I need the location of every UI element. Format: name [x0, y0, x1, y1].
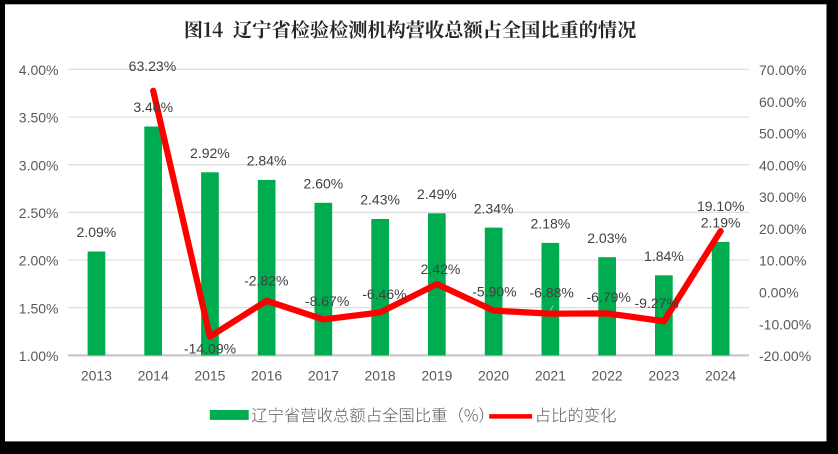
svg-text:2019: 2019 — [421, 368, 452, 384]
svg-text:10.00%: 10.00% — [759, 253, 806, 269]
svg-text:50.00%: 50.00% — [759, 126, 806, 142]
svg-text:-20.00%: -20.00% — [759, 348, 811, 364]
svg-text:3.00%: 3.00% — [19, 157, 59, 173]
svg-text:20.00%: 20.00% — [759, 221, 806, 237]
svg-text:2.43%: 2.43% — [360, 192, 400, 208]
svg-text:2.09%: 2.09% — [77, 224, 117, 240]
svg-text:2020: 2020 — [478, 368, 509, 384]
svg-text:63.23%: 63.23% — [129, 58, 176, 74]
svg-text:2.18%: 2.18% — [531, 216, 571, 232]
svg-text:3.40%: 3.40% — [133, 99, 173, 115]
svg-text:1.50%: 1.50% — [19, 300, 59, 316]
svg-text:1.00%: 1.00% — [19, 348, 59, 364]
svg-text:30.00%: 30.00% — [759, 189, 806, 205]
svg-text:2.84%: 2.84% — [247, 153, 287, 169]
svg-text:2013: 2013 — [81, 368, 112, 384]
svg-text:-6.46%: -6.46% — [362, 286, 406, 302]
svg-text:2.60%: 2.60% — [304, 176, 344, 192]
svg-text:-6.79%: -6.79% — [587, 289, 631, 305]
svg-text:-8.67%: -8.67% — [305, 293, 349, 309]
svg-text:-6.88%: -6.88% — [530, 284, 574, 300]
svg-text:2021: 2021 — [535, 368, 566, 384]
svg-text:-9.27%: -9.27% — [635, 295, 679, 311]
svg-text:2.50%: 2.50% — [19, 205, 59, 221]
svg-text:0.00%: 0.00% — [759, 285, 799, 301]
svg-text:70.00%: 70.00% — [759, 62, 806, 78]
svg-text:2.19%: 2.19% — [701, 215, 741, 231]
svg-text:2.03%: 2.03% — [587, 230, 627, 246]
svg-text:2022: 2022 — [592, 368, 623, 384]
svg-text:-10.00%: -10.00% — [759, 316, 811, 332]
svg-text:2018: 2018 — [365, 368, 396, 384]
svg-text:2023: 2023 — [648, 368, 679, 384]
svg-text:2024: 2024 — [705, 368, 736, 384]
svg-text:-2.82%: -2.82% — [244, 273, 288, 289]
svg-text:19.10%: 19.10% — [697, 198, 744, 214]
svg-text:2.49%: 2.49% — [417, 186, 457, 202]
svg-text:60.00%: 60.00% — [759, 94, 806, 110]
svg-text:1.84%: 1.84% — [644, 248, 684, 264]
svg-text:-5.90%: -5.90% — [472, 283, 516, 299]
svg-text:2015: 2015 — [194, 368, 225, 384]
svg-text:-14.09%: -14.09% — [184, 340, 236, 356]
svg-text:40.00%: 40.00% — [759, 157, 806, 173]
svg-text:2.42%: 2.42% — [421, 261, 461, 277]
svg-text:2017: 2017 — [308, 368, 339, 384]
svg-text:3.50%: 3.50% — [19, 110, 59, 126]
svg-text:2.92%: 2.92% — [190, 145, 230, 161]
svg-text:2.00%: 2.00% — [19, 253, 59, 269]
svg-text:4.00%: 4.00% — [19, 62, 59, 78]
svg-text:2014: 2014 — [138, 368, 169, 384]
svg-text:2.34%: 2.34% — [474, 200, 514, 216]
svg-text:2016: 2016 — [251, 368, 282, 384]
